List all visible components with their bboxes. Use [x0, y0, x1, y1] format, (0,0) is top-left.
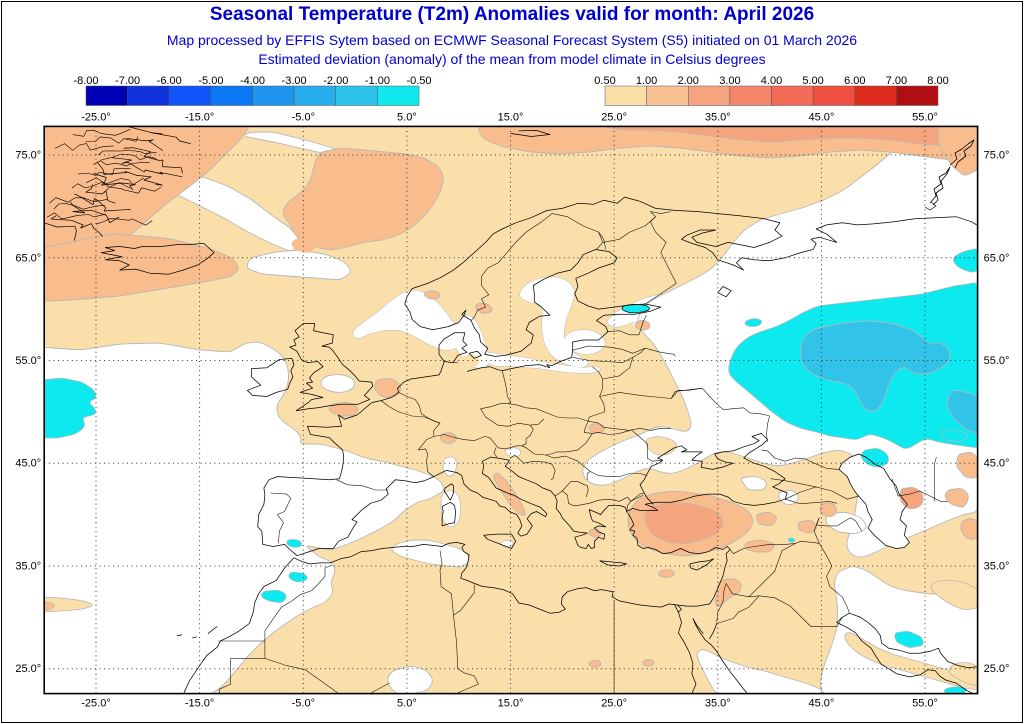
svg-text:-7.00: -7.00 [115, 75, 140, 87]
svg-text:5.0°: 5.0° [397, 112, 417, 124]
svg-text:15.0°: 15.0° [498, 698, 524, 710]
svg-text:3.00: 3.00 [719, 75, 740, 87]
svg-text:4.00: 4.00 [761, 75, 782, 87]
svg-text:-5.00: -5.00 [198, 75, 223, 87]
svg-text:45.0°: 45.0° [808, 112, 834, 124]
svg-text:25.0°: 25.0° [601, 112, 627, 124]
svg-text:Map processed by EFFIS Sytem b: Map processed by EFFIS Sytem based on EC… [167, 32, 857, 48]
svg-text:5.00: 5.00 [802, 75, 823, 87]
svg-text:-15.0°: -15.0° [185, 112, 214, 124]
svg-text:25.0°: 25.0° [601, 698, 627, 710]
svg-text:45.0°: 45.0° [15, 458, 41, 470]
svg-text:75.0°: 75.0° [984, 150, 1010, 162]
svg-text:2.00: 2.00 [677, 75, 698, 87]
svg-text:-5.0°: -5.0° [292, 698, 315, 710]
svg-text:1.00: 1.00 [636, 75, 657, 87]
svg-text:-2.00: -2.00 [323, 75, 348, 87]
svg-text:-4.00: -4.00 [240, 75, 265, 87]
svg-text:65.0°: 65.0° [15, 252, 41, 264]
svg-text:-8.00: -8.00 [73, 75, 98, 87]
svg-text:-5.0°: -5.0° [292, 112, 315, 124]
svg-text:35.0°: 35.0° [705, 112, 731, 124]
svg-text:45.0°: 45.0° [984, 458, 1010, 470]
svg-text:-3.00: -3.00 [282, 75, 307, 87]
svg-text:75.0°: 75.0° [15, 150, 41, 162]
svg-text:Seasonal Temperature (T2m) Ano: Seasonal Temperature (T2m) Anomalies val… [210, 4, 814, 25]
svg-text:55.0°: 55.0° [984, 355, 1010, 367]
svg-text:Estimated deviation (anomaly): Estimated deviation (anomaly) of the mea… [258, 51, 765, 67]
svg-text:6.00: 6.00 [844, 75, 865, 87]
svg-text:45.0°: 45.0° [808, 698, 834, 710]
svg-text:15.0°: 15.0° [498, 112, 524, 124]
svg-text:55.0°: 55.0° [912, 112, 938, 124]
svg-text:25.0°: 25.0° [984, 663, 1010, 675]
svg-text:35.0°: 35.0° [705, 698, 731, 710]
svg-text:-6.00: -6.00 [157, 75, 182, 87]
svg-text:5.0°: 5.0° [397, 698, 417, 710]
svg-text:55.0°: 55.0° [912, 698, 938, 710]
svg-text:-0.50: -0.50 [406, 75, 431, 87]
svg-text:-1.00: -1.00 [365, 75, 390, 87]
svg-text:55.0°: 55.0° [15, 355, 41, 367]
svg-text:35.0°: 35.0° [984, 561, 1010, 573]
svg-text:65.0°: 65.0° [984, 252, 1010, 264]
svg-text:-25.0°: -25.0° [81, 112, 110, 124]
svg-text:8.00: 8.00 [927, 75, 948, 87]
svg-text:-25.0°: -25.0° [81, 698, 110, 710]
svg-text:7.00: 7.00 [886, 75, 907, 87]
svg-text:35.0°: 35.0° [15, 561, 41, 573]
svg-text:0.50: 0.50 [594, 75, 615, 87]
svg-text:25.0°: 25.0° [15, 663, 41, 675]
svg-text:-15.0°: -15.0° [185, 698, 214, 710]
